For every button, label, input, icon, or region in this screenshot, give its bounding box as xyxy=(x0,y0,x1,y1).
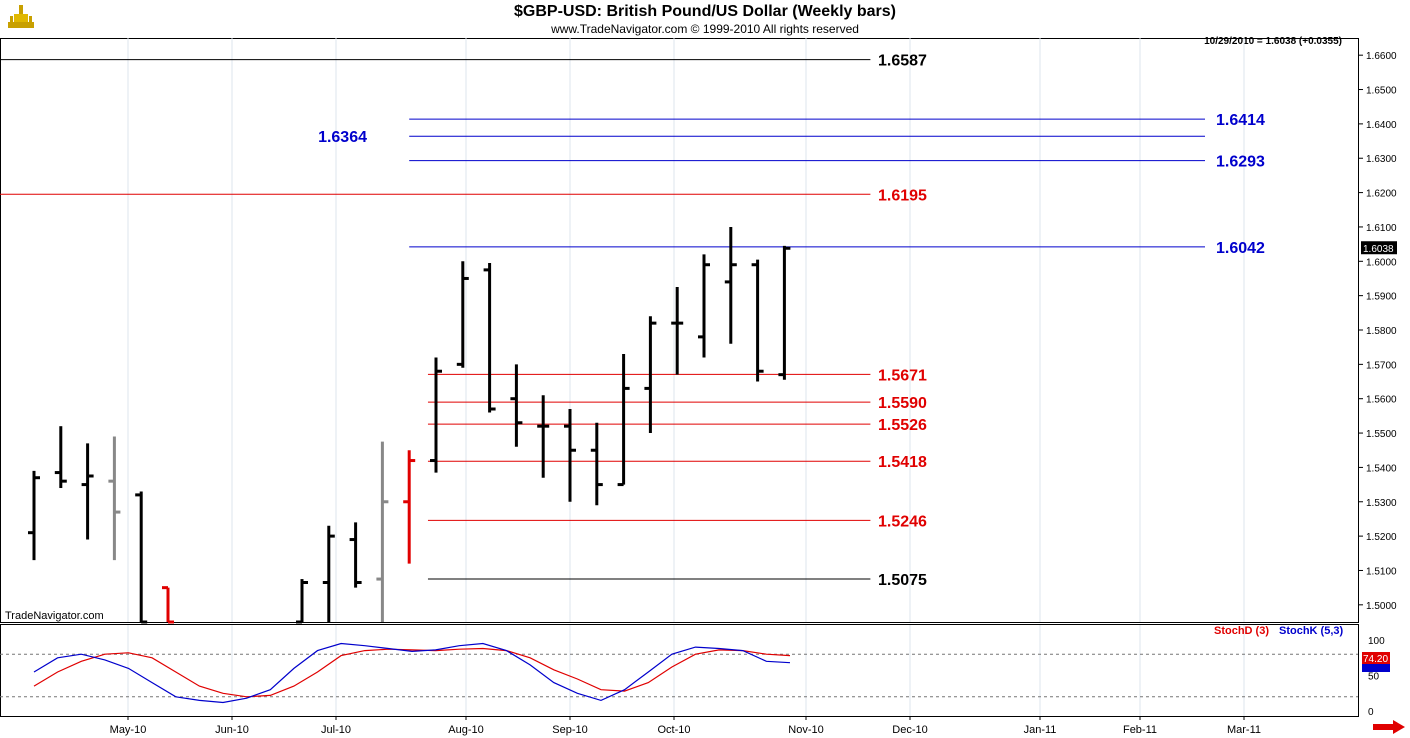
ohlc-bar xyxy=(564,409,576,502)
x-tick-label: Jan-11 xyxy=(1024,724,1057,736)
ohlc-bar xyxy=(322,525,335,622)
level-label: 1.6195 xyxy=(878,187,927,204)
ohlc-bar xyxy=(456,261,469,368)
y-tick-label: 1.5400 xyxy=(1366,463,1397,474)
level-label: 1.5075 xyxy=(878,572,927,589)
current-price-box xyxy=(1361,241,1397,255)
stochd-legend: StochD (3) xyxy=(1214,625,1269,637)
ohlc-bar xyxy=(54,426,67,489)
x-tick-label: Oct-10 xyxy=(657,724,690,736)
y-tick-label: 1.5300 xyxy=(1366,498,1397,509)
stochk-line xyxy=(33,642,791,704)
horizontal-levels: 1.6587 1.6414 1.6364 1.6293 1.6195 1.6042 1.56… xyxy=(0,53,1265,589)
y-tick-label: 1.5000 xyxy=(1366,601,1397,612)
y-tick-label: 1.6300 xyxy=(1366,154,1397,165)
ohlc-bar xyxy=(403,450,416,564)
tradenavigator-logo-icon xyxy=(8,5,34,28)
x-tick-label: May-10 xyxy=(110,724,147,736)
ohlc-bar xyxy=(778,245,791,380)
stochd-value-label: 74.20 xyxy=(1363,654,1388,665)
stochk-value-box xyxy=(1362,664,1390,672)
stoch-y-label: 100 xyxy=(1368,636,1385,647)
last-quote: 10/29/2010 = 1.6038 (+0.0355) xyxy=(1204,36,1342,47)
y-tick-label: 1.5600 xyxy=(1366,395,1397,406)
y-tick-label: 1.6500 xyxy=(1366,86,1397,97)
ohlc-bar xyxy=(135,491,148,624)
stochd-line xyxy=(33,647,791,698)
x-tick-label: Jul-10 xyxy=(321,724,351,736)
stoch-y-label: 50 xyxy=(1368,672,1380,683)
level-label: 1.5590 xyxy=(878,395,927,412)
stochd-value-box xyxy=(1362,652,1390,664)
price-panel-border xyxy=(0,38,1359,623)
x-tick-label: Jun-10 xyxy=(215,724,249,736)
y-tick-label: 1.6600 xyxy=(1366,51,1397,62)
indicator-panel-border xyxy=(0,624,1359,717)
x-tick-label: Dec-10 xyxy=(892,724,927,736)
x-tick-label: Mar-11 xyxy=(1227,724,1261,736)
level-label: 1.5526 xyxy=(878,417,927,434)
current-price-label: 1.6038 xyxy=(1363,244,1394,255)
ohlc-bar xyxy=(644,316,657,434)
ohlc-bar xyxy=(430,357,442,473)
x-tick-label: Feb-11 xyxy=(1123,724,1157,736)
ohlc-bar xyxy=(617,354,630,487)
chart-header: $GBP-USD: British Pound/US Dollar (Weekl… xyxy=(0,0,1410,38)
level-label: 1.5418 xyxy=(878,454,927,471)
level-label: 1.6414 xyxy=(1216,112,1265,129)
y-tick-label: 1.5900 xyxy=(1366,292,1397,303)
level-label: 1.6587 xyxy=(878,53,927,70)
y-tick-label: 1.5100 xyxy=(1366,566,1397,577)
chart-subtitle: www.TradeNavigator.com © 1999-2010 All r… xyxy=(551,22,859,36)
y-tick-label: 1.5700 xyxy=(1366,360,1397,371)
scroll-right-arrow-icon[interactable] xyxy=(1373,720,1405,734)
ohlc-bar xyxy=(724,226,737,344)
ohlc-bar xyxy=(376,441,389,622)
stochastic-panel: 100 50 0 74.20 xyxy=(0,636,1390,718)
ohlc-bar xyxy=(698,254,710,358)
x-tick-label: Nov-10 xyxy=(788,724,823,736)
ohlc-bar xyxy=(349,522,362,588)
y-tick-label: 1.6100 xyxy=(1366,223,1397,234)
y-tick-label: 1.6000 xyxy=(1366,257,1397,268)
ohlc-bar xyxy=(751,259,764,382)
ohlc-bar xyxy=(81,443,94,540)
chart-title: $GBP-USD: British Pound/US Dollar (Weekl… xyxy=(514,3,896,20)
ohlc-bar xyxy=(28,470,40,561)
level-label: 1.6042 xyxy=(1216,240,1265,257)
level-label: 1.6364 xyxy=(318,129,367,146)
y-tick-label: 1.6200 xyxy=(1366,189,1397,200)
ohlc-bar xyxy=(483,263,496,413)
x-tick-label: Sep-10 xyxy=(552,724,587,736)
ohlc-bar xyxy=(510,364,523,447)
x-tick-label: Aug-10 xyxy=(448,724,483,736)
ohlc-bar xyxy=(590,422,603,506)
ohlc-bar xyxy=(537,395,550,478)
ohlc-bars xyxy=(28,226,791,624)
level-label: 1.5246 xyxy=(878,513,927,530)
level-label: 1.5671 xyxy=(878,367,927,384)
ohlc-bar xyxy=(671,287,684,375)
ohlc-bar xyxy=(296,579,308,624)
ohlc-bar xyxy=(162,586,174,624)
level-label: 1.6293 xyxy=(1216,154,1265,171)
ohlc-bar xyxy=(108,436,121,561)
y-tick-label: 1.5200 xyxy=(1366,532,1397,543)
price-axis: 1.6600 1.6500 1.6400 1.6300 1.6200 1.6100 1.60… xyxy=(1358,51,1397,612)
grid xyxy=(0,38,1359,717)
watermark: TradeNavigator.com xyxy=(5,610,104,622)
y-tick-label: 1.6400 xyxy=(1366,120,1397,131)
y-tick-label: 1.5500 xyxy=(1366,429,1397,440)
stochk-legend: StochK (5,3) xyxy=(1279,625,1344,637)
time-axis: May-10 Jun-10 Jul-10 Aug-10 Sep-10 Oct-10 Nov-… xyxy=(110,716,1261,736)
stoch-y-label: 0 xyxy=(1368,707,1374,718)
y-tick-label: 1.5800 xyxy=(1366,326,1397,337)
